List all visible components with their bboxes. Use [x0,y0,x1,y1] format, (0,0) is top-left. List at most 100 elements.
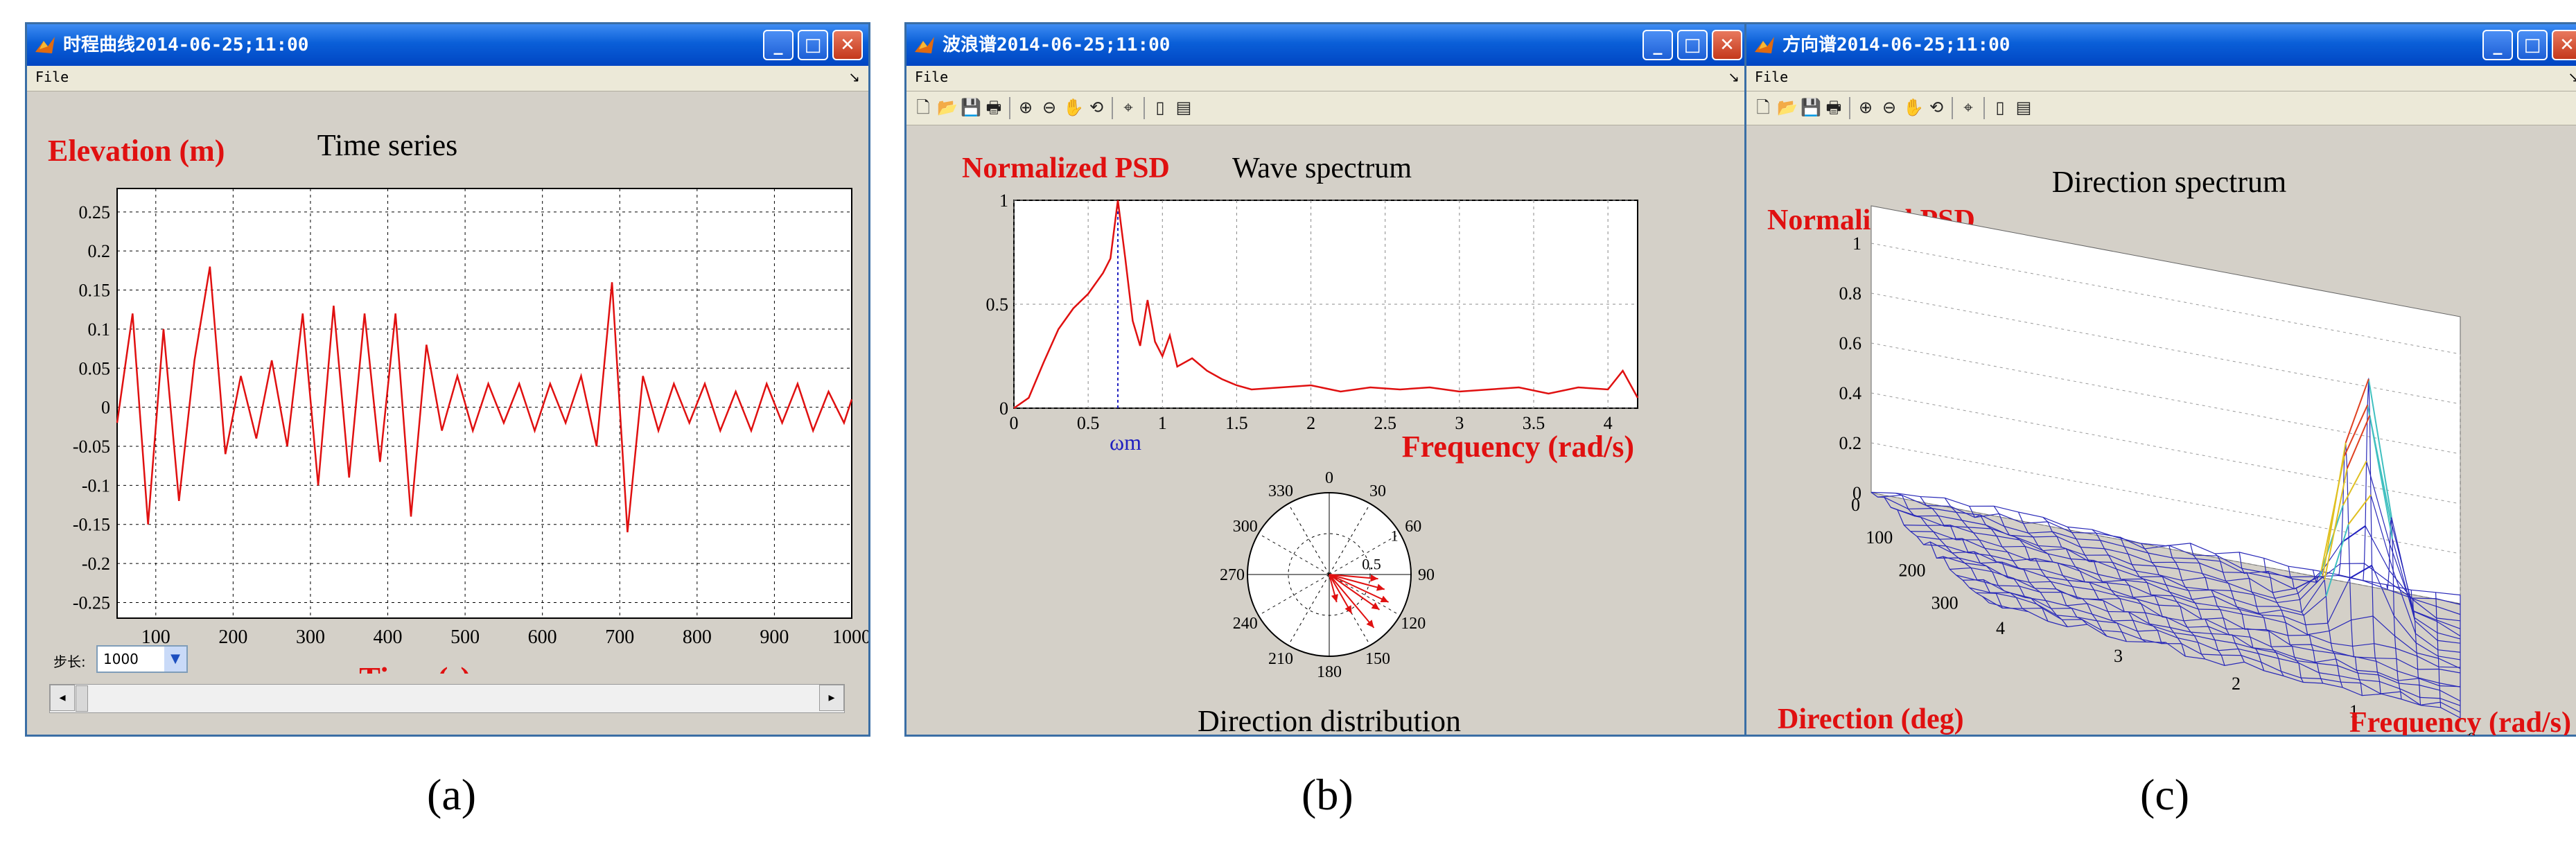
scroll-thumb[interactable] [76,685,88,712]
direction-spectrum-plot: Direction spectrum Normalized PSD 00.20.… [1746,125,2576,735]
time-series-plot: Elevation (m) Time series 100 200 300 400 50… [27,91,868,674]
time-scrollbar[interactable]: ◂ ▸ [49,684,845,713]
rotate-icon[interactable]: ⟲ [1927,97,1946,118]
y-tick-label: 0 [101,398,110,418]
new-file-icon[interactable]: 🗋 [913,97,933,118]
title-bar[interactable]: 波浪谱2014-06-25;11:00 _ □ ✕ [906,24,1748,66]
data-cursor-icon[interactable]: ⌖ [1959,97,1978,118]
matlab-icon [34,34,56,56]
plot-area [117,188,852,618]
x-tick-label: 500 [450,626,480,648]
chevron-down-icon[interactable]: ▼ [164,647,186,672]
y-axis-label: Elevation (m) [48,134,225,168]
menu-bar: File ↘ [1746,66,2576,91]
close-button[interactable]: ✕ [2552,30,2576,60]
maximize-button[interactable]: □ [798,30,828,60]
y-tick-label: 0.1 [88,319,111,340]
polar-radial-label: 0.5 [1362,556,1381,573]
scroll-right-icon[interactable]: ▸ [819,685,844,711]
menu-bar: File ↘ [906,66,1748,91]
direction-axis-label: Direction (deg) [1778,703,1964,735]
pan-hand-icon[interactable]: ✋ [1063,97,1083,118]
window-title: 方向谱2014-06-25;11:00 [1782,24,2010,66]
step-label: 步长: [53,651,86,671]
surface-mesh-line [2313,570,2343,687]
step-select[interactable]: 1000 ▼ [96,645,188,673]
y-tick-label: -0.25 [73,593,110,613]
y-tick-label: 1 [999,191,1008,211]
menu-file[interactable]: File [1755,69,1788,85]
polar-angle-label: 270 [1220,566,1245,584]
colorbar-icon[interactable]: ▯ [1990,97,2010,118]
direction-spectrum-window: 方向谱2014-06-25;11:00 _ □ ✕ File ↘ 🗋 📂 💾 🖶… [1744,22,2576,737]
open-folder-icon[interactable]: 📂 [937,97,956,118]
menu-file[interactable]: File [915,69,948,85]
toolbar-separator [1112,97,1113,119]
x-tick-label: 1 [1158,413,1167,433]
maximize-button[interactable]: □ [2517,30,2548,60]
toolbar-separator [1983,97,1985,119]
colorbar-icon[interactable]: ▯ [1150,97,1170,118]
wave-spectrum-plot: Normalized PSD Wave spectrum 0 0.5 1 1.5 2 2.… [906,125,1748,735]
maximize-button[interactable]: □ [1677,30,1708,60]
title-bar[interactable]: 时程曲线2014-06-25;11:00 _ □ ✕ [27,24,868,66]
print-icon[interactable]: 🖶 [984,97,1004,118]
legend-icon[interactable]: ▤ [1174,97,1193,118]
z-tick-label: 1 [1852,234,1861,254]
close-button[interactable]: ✕ [1712,30,1742,60]
x-tick-label: 2.5 [1374,413,1396,433]
polar-angle-label: 30 [1369,482,1386,500]
print-icon[interactable]: 🖶 [1824,97,1843,118]
x-tick-label: 300 [296,626,325,648]
minimize-button[interactable]: _ [1642,30,1673,60]
menu-dock-icon[interactable]: ↘ [2568,69,2576,85]
y-tick-label: -0.05 [73,437,110,457]
legend-icon[interactable]: ▤ [2014,97,2033,118]
minimize-button[interactable]: _ [763,30,794,60]
direction-tick-label: 200 [1898,560,1925,580]
data-cursor-icon[interactable]: ⌖ [1119,97,1138,118]
close-button[interactable]: ✕ [832,30,863,60]
new-file-icon[interactable]: 🗋 [1753,97,1773,118]
rotate-icon[interactable]: ⟲ [1087,97,1106,118]
x-tick-label: 600 [528,626,557,648]
pan-hand-icon[interactable]: ✋ [1903,97,1922,118]
zoom-out-icon[interactable]: ⊖ [1040,97,1059,118]
step-value: 1000 [103,651,139,667]
x-tick-label: 2 [1306,413,1315,433]
menu-bar: File ↘ [27,66,868,91]
zoom-in-icon[interactable]: ⊕ [1016,97,1035,118]
save-icon[interactable]: 💾 [961,97,980,118]
save-icon[interactable]: 💾 [1800,97,1820,118]
y-tick-label: 0.15 [79,281,111,301]
polar-angle-label: 120 [1401,615,1426,633]
x-tick-label: 400 [374,626,403,648]
title-bar[interactable]: 方向谱2014-06-25;11:00 _ □ ✕ [1746,24,2576,66]
menu-file[interactable]: File [35,69,69,85]
minimize-button[interactable]: _ [2482,30,2513,60]
frequency-tick-label: 3 [2114,646,2123,666]
x-tick-label: 1000 [832,626,868,648]
toolbar-separator [1952,97,1953,119]
open-folder-icon[interactable]: 📂 [1777,97,1796,118]
x-tick-label: 0.5 [1077,413,1100,433]
y-tick-label: 0.25 [79,202,111,222]
surface-mesh-line [1956,575,2460,687]
omega-m-label: ωm [1110,430,1141,455]
caption-a: (a) [427,769,476,821]
scroll-left-icon[interactable]: ◂ [50,685,75,711]
z-tick-label: 0.8 [1839,283,1862,304]
zoom-in-icon[interactable]: ⊕ [1856,97,1875,118]
x-axis-label: Frequency (rad/s) [1402,430,1634,464]
surface-mesh-line [1989,603,2460,718]
menu-dock-icon[interactable]: ↘ [848,69,860,85]
polar-angle-label: 180 [1317,663,1342,681]
figure-toolbar: 🗋 📂 💾 🖶 ⊕ ⊖ ✋ ⟲ ⌖ ▯ ▤ [906,91,1748,125]
y-tick-label: 0.05 [79,358,111,378]
plot-title: Wave spectrum [1232,152,1412,184]
menu-dock-icon[interactable]: ↘ [1728,69,1740,85]
polar-angle-label: 150 [1365,650,1390,668]
toolbar-separator [1849,97,1850,119]
zoom-out-icon[interactable]: ⊖ [1880,97,1899,118]
frequency-axis-label: Frequency (rad/s) [2349,707,2571,735]
